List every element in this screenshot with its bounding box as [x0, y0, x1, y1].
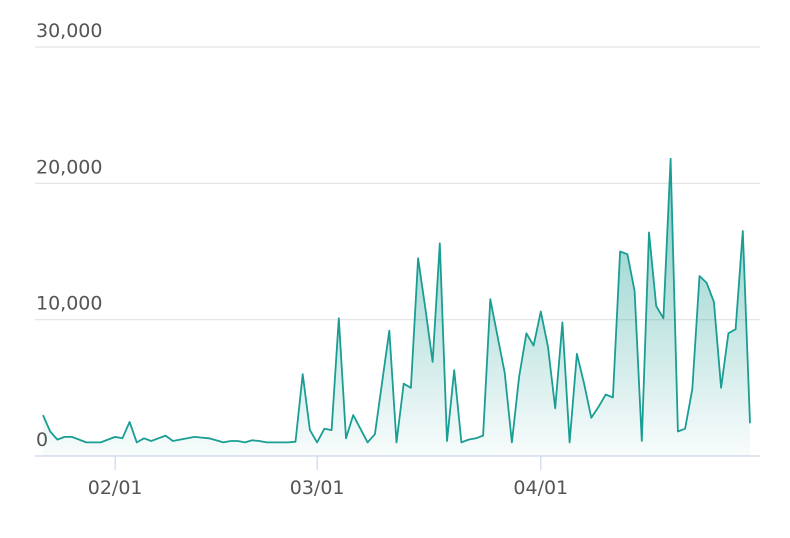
line — [42, 157, 751, 444]
area — [43, 158, 750, 457]
y-tick-label: 30,000 — [36, 20, 102, 42]
x-tick-label: 03/01 — [290, 477, 345, 499]
x-tick-label: 02/01 — [88, 477, 143, 499]
y-tick-label: 10,000 — [36, 293, 102, 315]
x-tick-label: 04/01 — [513, 477, 568, 499]
y-tick-label: 20,000 — [36, 156, 102, 178]
